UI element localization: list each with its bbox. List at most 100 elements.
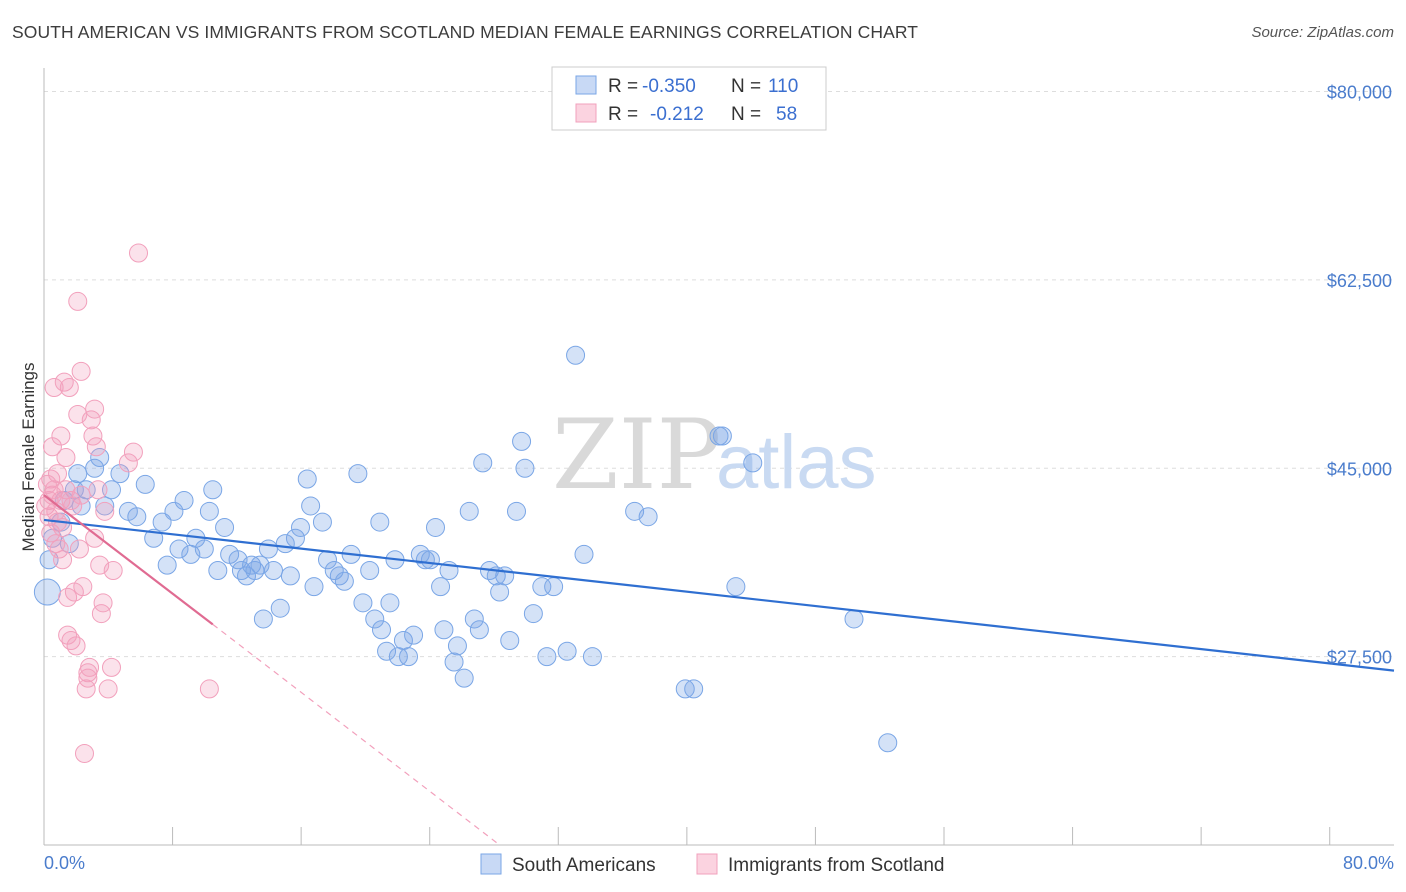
- point-south-americans: [301, 496, 321, 516]
- series-legend: South Americans Immigrants from Scotland: [480, 853, 944, 876]
- legend-swatch-pink: [575, 103, 597, 123]
- point-scotland: [88, 480, 108, 500]
- point-south-americans: [675, 679, 695, 699]
- point-scotland: [81, 410, 101, 430]
- point-south-americans: [507, 501, 526, 521]
- series-swatch-pink: [696, 853, 718, 875]
- point-south-americans: [199, 501, 219, 521]
- point-scotland: [129, 243, 148, 263]
- point-scotland: [93, 593, 113, 613]
- watermark: ZIP atlas: [552, 399, 877, 511]
- point-scotland: [80, 657, 100, 677]
- point-south-americans: [537, 647, 557, 667]
- point-scotland: [69, 539, 89, 559]
- y-axis-title: Median Female Earnings: [19, 363, 38, 552]
- watermark-zip: ZIP: [552, 399, 721, 511]
- point-south-americans: [353, 593, 373, 613]
- watermark-atlas: atlas: [716, 420, 877, 505]
- point-south-americans: [324, 561, 344, 581]
- point-scotland: [118, 453, 138, 473]
- point-south-americans: [684, 679, 704, 699]
- point-south-americans: [410, 544, 430, 564]
- point-south-americans: [348, 464, 368, 484]
- point-south-americans: [174, 491, 194, 511]
- legend-r-value-2: -0.212: [650, 104, 704, 125]
- trend-line-scotland: [43, 494, 214, 626]
- x-tick-label-max: 80.0%: [1343, 853, 1394, 873]
- point-scotland: [103, 561, 123, 581]
- point-south-americans: [372, 620, 391, 640]
- series-swatch-blue: [480, 853, 502, 875]
- point-south-americans: [415, 550, 435, 570]
- point-south-americans: [312, 512, 332, 532]
- point-south-americans: [39, 550, 59, 570]
- point-south-americans: [208, 561, 228, 581]
- point-south-americans: [95, 496, 115, 516]
- point-south-americans: [370, 512, 390, 532]
- point-south-americans: [270, 598, 290, 618]
- point-scotland: [51, 426, 71, 446]
- point-south-americans: [152, 512, 172, 532]
- point-south-americans: [231, 561, 251, 581]
- legend-n-value-2: 58: [776, 104, 797, 125]
- point-south-americans: [464, 609, 484, 629]
- point-south-americans: [90, 448, 110, 467]
- point-south-americans: [280, 566, 300, 586]
- point-south-americans: [523, 604, 543, 624]
- point-scotland: [46, 534, 66, 554]
- point-south-americans: [242, 555, 262, 575]
- point-south-americans: [743, 453, 763, 473]
- point-scotland: [68, 291, 88, 311]
- y-tick-label-1: $45,000: [1327, 459, 1392, 479]
- legend-n-label-2: N =: [731, 104, 761, 125]
- point-south-americans: [297, 469, 317, 489]
- point-south-americans: [557, 641, 577, 661]
- point-south-americans: [473, 453, 493, 473]
- point-scotland: [71, 485, 91, 505]
- point-scotland: [75, 744, 94, 764]
- point-scotland: [95, 501, 115, 521]
- point-south-americans: [59, 534, 79, 554]
- point-south-americans: [377, 641, 397, 661]
- point-south-americans: [420, 550, 440, 570]
- trend-line-south-americans: [43, 518, 1395, 672]
- point-scotland: [53, 550, 73, 570]
- point-south-americans: [434, 620, 454, 640]
- stats-legend: R = -0.350 N = 110 R = -0.212 N = 58: [551, 66, 827, 131]
- point-scotland: [48, 464, 67, 484]
- point-south-americans: [490, 582, 510, 602]
- point-scotland: [71, 361, 91, 381]
- chart-title: SOUTH AMERICAN VS IMMIGRANTS FROM SCOTLA…: [12, 22, 919, 42]
- point-scotland: [41, 523, 61, 543]
- point-south-americans: [194, 539, 214, 559]
- point-south-americans: [726, 577, 746, 597]
- series-label-scotland: Immigrants from Scotland: [728, 855, 944, 876]
- point-south-americans: [515, 458, 535, 478]
- point-south-americans: [512, 431, 532, 451]
- point-south-americans: [444, 652, 464, 672]
- point-south-americans: [459, 501, 479, 521]
- point-scotland: [54, 372, 74, 392]
- point-scotland: [66, 636, 86, 656]
- point-south-americans: [264, 561, 283, 581]
- x-tick-label-min: 0.0%: [44, 853, 85, 873]
- point-south-americans: [544, 577, 564, 597]
- point-south-americans: [245, 561, 265, 581]
- trend-lines: [43, 494, 1395, 672]
- point-south-americans: [399, 647, 418, 667]
- point-scotland: [85, 528, 105, 548]
- y-tick-labels: $27,500 $45,000 $62,500 $80,000: [1327, 83, 1392, 668]
- point-south-americans: [164, 501, 184, 521]
- legend-r-label-2: R =: [608, 104, 638, 125]
- point-south-americans: [638, 507, 658, 527]
- point-south-americans: [68, 464, 88, 484]
- point-south-americans: [360, 561, 380, 581]
- point-south-americans: [127, 507, 147, 527]
- point-scotland: [102, 657, 121, 677]
- south-americans-points: [33, 345, 898, 753]
- point-south-americans: [712, 426, 732, 446]
- point-south-americans: [365, 609, 385, 629]
- point-south-americans: [404, 625, 424, 645]
- point-south-americans: [85, 458, 105, 478]
